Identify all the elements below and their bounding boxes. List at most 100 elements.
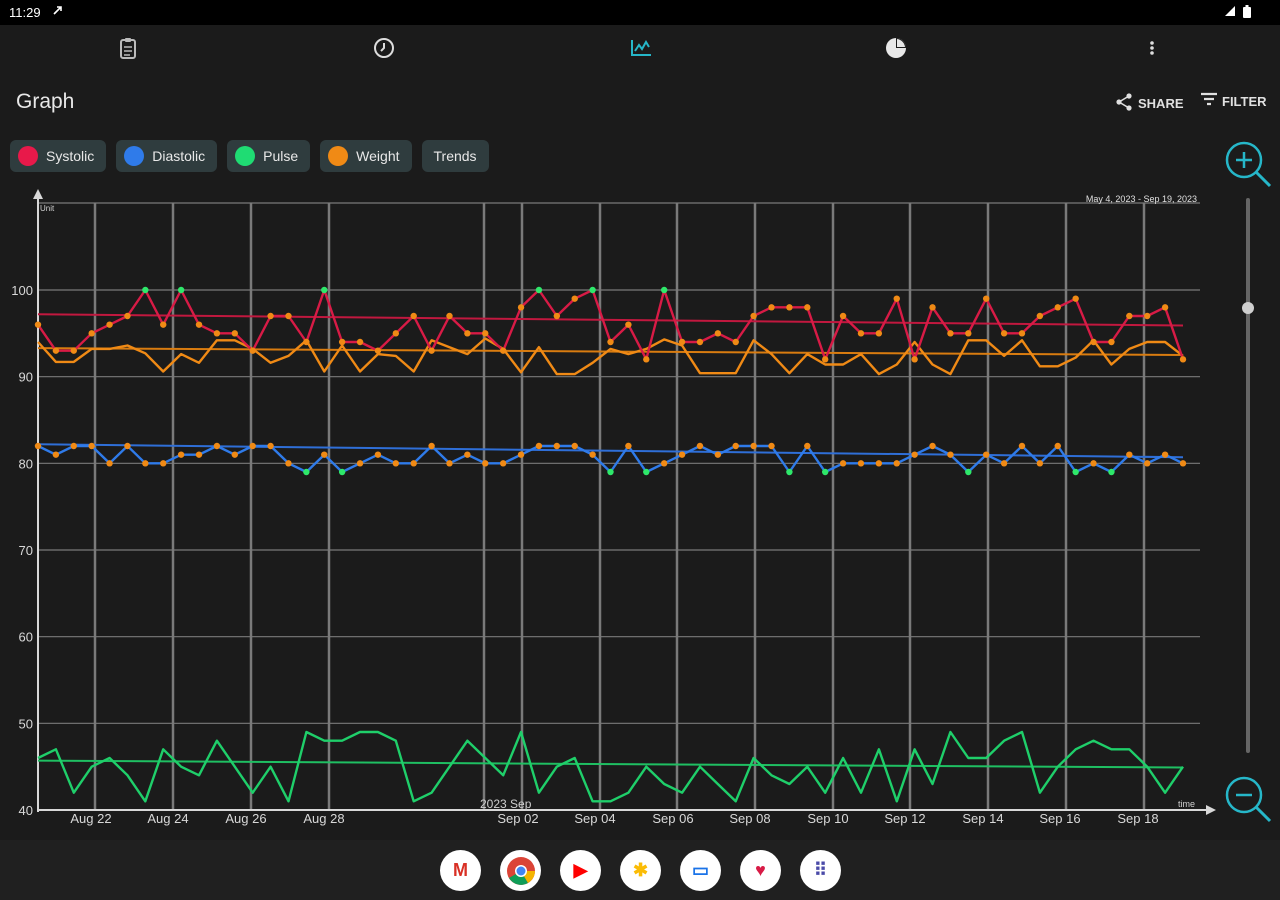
chrome-app-icon[interactable] [500, 850, 541, 891]
data-point [786, 468, 793, 476]
chip-label: Trends [433, 148, 477, 164]
data-point [660, 286, 668, 294]
chip-weight[interactable]: Weight [320, 140, 412, 172]
more-vert-icon[interactable] [1137, 34, 1167, 62]
zoom-slider-track[interactable] [1246, 198, 1250, 753]
data-point [499, 347, 507, 354]
data-point [965, 330, 972, 337]
zoom-in-icon [1225, 141, 1272, 188]
messages-app-icon[interactable]: ▭ [680, 850, 721, 891]
x-tick-label: Aug 22 [70, 811, 111, 826]
y-tick-label: 70 [19, 543, 33, 558]
data-point [839, 460, 847, 467]
data-point [124, 312, 131, 320]
month-label: 2023 Sep [480, 797, 532, 811]
chip-label: Diastolic [152, 148, 206, 164]
data-point [446, 312, 453, 320]
data-point [1144, 312, 1151, 320]
clipboard-icon[interactable] [113, 34, 143, 62]
data-point [1144, 460, 1151, 467]
data-point [1054, 304, 1061, 311]
data-point [142, 286, 149, 294]
chip-label: Pulse [263, 148, 299, 164]
data-point [213, 330, 221, 337]
y-tick-label: 50 [19, 716, 33, 731]
chip-trends[interactable]: Trends [421, 140, 489, 172]
data-point [410, 460, 417, 467]
x-tick-label: Sep 14 [962, 811, 1003, 826]
data-point [750, 312, 757, 320]
data-point [160, 321, 167, 328]
page-title: Graph [16, 90, 75, 113]
sync-icon [52, 5, 64, 20]
health-app-icon[interactable]: ♥ [740, 850, 781, 891]
data-point [517, 304, 525, 311]
data-point [893, 295, 900, 302]
trend-line [37, 443, 1184, 459]
data-point [607, 468, 614, 476]
chip-label: Systolic [46, 148, 95, 164]
chip-systolic[interactable]: Systolic [10, 140, 107, 172]
data-point [1054, 442, 1061, 450]
data-point [1072, 295, 1079, 302]
systolic-color-dot [18, 146, 38, 166]
photos-app-icon[interactable]: ✱ [620, 850, 661, 891]
data-point [267, 312, 274, 320]
data-point [321, 286, 328, 294]
x-axis-arrow [1206, 805, 1216, 815]
x-axis-time-label: time [1178, 799, 1195, 809]
data-point [857, 460, 865, 467]
chip-pulse[interactable]: Pulse [227, 140, 311, 172]
health-graph[interactable]: 100 90 80 70 60 50 40 Unit May 4, 2023 - Sep 19,… [0, 185, 1220, 835]
data-point [1036, 460, 1044, 467]
history-icon[interactable] [369, 34, 399, 62]
data-point [1108, 338, 1115, 346]
data-point [34, 442, 42, 450]
data-point [1161, 451, 1169, 458]
data-point [1108, 468, 1115, 476]
zoom-out-button[interactable] [1222, 775, 1274, 827]
share-button[interactable]: SHARE [1114, 92, 1184, 115]
data-point [839, 312, 847, 320]
data-point [893, 460, 900, 467]
data-point [553, 312, 561, 320]
data-point [482, 460, 489, 467]
x-tick-label: Sep 08 [729, 811, 770, 826]
data-point [517, 451, 525, 458]
data-point [947, 330, 954, 337]
data-point [1179, 356, 1187, 363]
x-tick-label: Sep 10 [807, 811, 848, 826]
data-point [1072, 468, 1079, 476]
data-point [52, 451, 60, 458]
data-point [947, 451, 954, 458]
filter-label: FILTER [1222, 94, 1267, 109]
data-point [499, 460, 507, 467]
x-tick-label: Sep 06 [652, 811, 693, 826]
data-point [231, 330, 238, 337]
zoom-in-button[interactable] [1222, 140, 1274, 192]
chip-diastolic[interactable]: Diastolic [116, 140, 218, 172]
y-tick-label: 90 [19, 370, 33, 385]
data-point [195, 451, 203, 458]
share-icon [1114, 92, 1134, 115]
data-point [446, 460, 453, 467]
gmail-app-icon[interactable]: M [440, 850, 481, 891]
filter-button[interactable]: FILTER [1200, 92, 1267, 111]
data-point [1000, 460, 1008, 467]
data-point [696, 338, 704, 346]
data-point [643, 356, 650, 363]
data-point [983, 451, 990, 458]
zoom-slider-thumb[interactable] [1242, 302, 1254, 314]
data-point [804, 442, 811, 450]
x-tick-label: Sep 12 [884, 811, 925, 826]
data-point [553, 442, 561, 450]
data-point [857, 330, 865, 337]
app-drawer-app-icon[interactable]: ⠿ [800, 850, 841, 891]
data-point [678, 338, 686, 346]
status-bar: 11:29 [0, 0, 1280, 25]
pie-chart-icon[interactable] [881, 34, 911, 62]
youtube-app-icon[interactable]: ▶ [560, 850, 601, 891]
data-point [374, 347, 382, 354]
data-point [70, 347, 77, 354]
graph-icon[interactable] [626, 34, 656, 62]
